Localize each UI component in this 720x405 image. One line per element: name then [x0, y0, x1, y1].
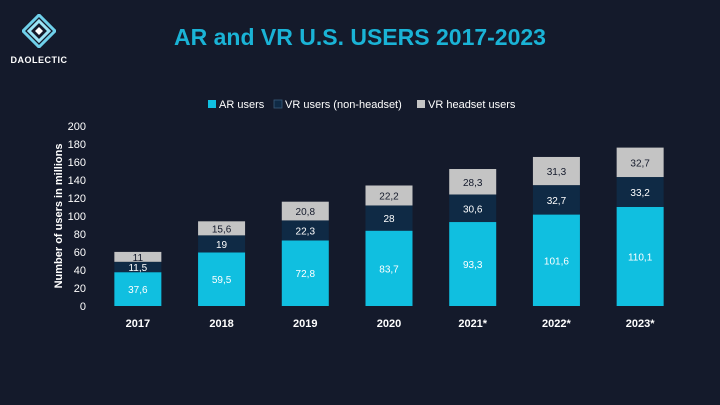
data-label: 15,6 [212, 224, 232, 235]
y-axis: 0 20 40 60 80 100 120 140 160 180 200 [68, 121, 86, 313]
y-tick-label: 20 [74, 283, 86, 295]
bar-ar-users-2020 [365, 230, 413, 306]
y-tick-label: 200 [68, 121, 86, 133]
y-axis-label: Number of users in millions [53, 144, 65, 289]
x-tick-label: 2020 [377, 318, 401, 330]
data-label: 31,3 [547, 167, 567, 178]
bar-vr-headset-2020 [365, 185, 413, 206]
chart-title: AR and VR U.S. USERS 2017-2023 [174, 24, 546, 50]
bar-vr-headset-2023 [616, 147, 664, 178]
data-label: 20,8 [296, 207, 316, 218]
x-tick-label: 2021* [458, 318, 487, 330]
bar-vr-headset-2022 [532, 156, 580, 186]
data-label: 59,5 [212, 275, 232, 286]
bar-ar-users-2022 [532, 214, 580, 306]
data-label: 11 [133, 253, 144, 264]
y-tick-label: 40 [74, 265, 86, 277]
bar-ar-users-2018 [198, 252, 246, 306]
bars: 37,6 11,511 59,5 19 15,6 72,8 22,3 20,8 83,7 28 22… [114, 147, 664, 306]
bar-ar-users-2017 [114, 272, 162, 306]
legend-label-vr-non-headset: VR users (non-headset) [285, 99, 402, 111]
bar-ar-users-2021 [449, 222, 497, 306]
data-label: 11,5 [128, 263, 147, 274]
x-tick-label: 2023* [626, 318, 655, 330]
bar-ar-users-2019 [281, 240, 329, 306]
data-label: 32,7 [547, 196, 567, 207]
brand-name: DAOLECTIC [10, 55, 68, 65]
data-label: 93,3 [463, 260, 483, 271]
bar-vr-non-headset-2020 [365, 205, 413, 231]
brand-logo: DAOLECTIC [8, 12, 70, 65]
y-tick-label: 0 [80, 301, 86, 313]
legend: AR users VR users (non-headset) VR headset… [208, 99, 516, 111]
y-tick-label: 120 [68, 193, 86, 205]
y-tick-label: 100 [68, 211, 86, 223]
bar-vr-headset-2018 [198, 221, 246, 236]
legend-swatch-ar-users [208, 100, 216, 108]
y-tick-label: 180 [68, 139, 86, 151]
data-label: 19 [216, 240, 228, 251]
bar-vr-non-headset-2021 [449, 194, 497, 223]
data-label: 22,3 [296, 226, 316, 237]
legend-swatch-vr-non-headset [273, 99, 283, 109]
logo-icon [20, 12, 58, 50]
x-tick-label: 2019 [293, 318, 317, 330]
x-axis: 2017 2018 2019 2020 2021* 2022* 2023* [126, 318, 656, 330]
bar-vr-non-headset-2019 [281, 220, 329, 241]
bar-vr-headset-2017 [114, 251, 162, 262]
data-label: 30,6 [463, 204, 483, 215]
y-tick-label: 140 [68, 175, 86, 187]
data-label: 33,2 [630, 188, 650, 199]
legend-label-ar-users: AR users [219, 99, 265, 111]
data-label: 28 [383, 214, 395, 225]
data-label: 28,3 [463, 178, 483, 189]
y-tick-label: 160 [68, 157, 86, 169]
bar-vr-headset-2019 [281, 201, 329, 221]
bar-vr-non-headset-2017 [114, 261, 162, 273]
y-tick-label: 60 [74, 247, 86, 259]
data-label: 37,6 [128, 285, 148, 296]
bar-vr-non-headset-2023 [616, 177, 664, 207]
legend-swatch-vr-headset [417, 100, 425, 108]
bar-vr-non-headset-2022 [532, 185, 580, 215]
data-label: 110,1 [628, 252, 653, 263]
data-label: 72,8 [296, 269, 316, 280]
bar-vr-headset-2021 [449, 169, 497, 195]
y-tick-label: 80 [74, 229, 86, 241]
legend-label-vr-headset: VR headset users [428, 99, 516, 111]
bar-vr-non-headset-2018 [198, 235, 246, 253]
data-label: 32,7 [630, 158, 650, 169]
bar-ar-users-2023 [616, 206, 664, 306]
data-label: 101,6 [544, 256, 569, 267]
data-label: 83,7 [379, 264, 399, 275]
x-tick-label: 2022* [542, 318, 571, 330]
x-tick-label: 2017 [126, 318, 150, 330]
data-label: 22,2 [379, 191, 399, 202]
x-tick-label: 2018 [209, 318, 233, 330]
